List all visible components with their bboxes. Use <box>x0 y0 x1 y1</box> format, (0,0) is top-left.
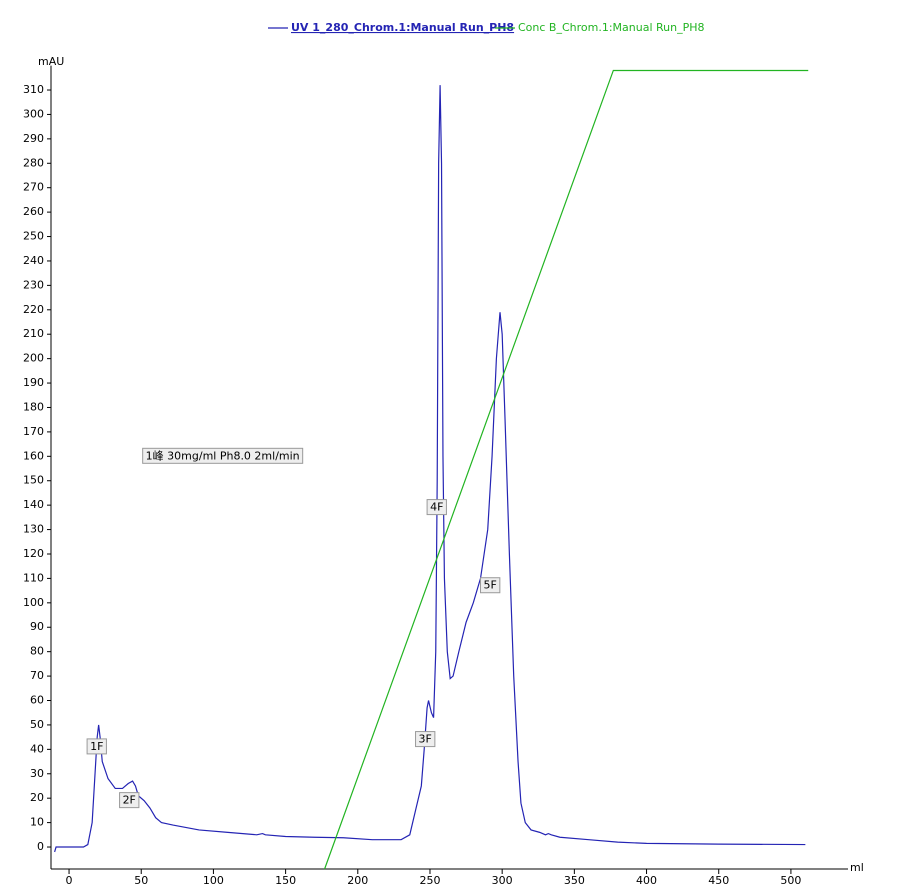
y-tick-label: 160 <box>23 449 44 462</box>
x-tick-label: 400 <box>636 874 657 887</box>
y-tick-label: 300 <box>23 107 44 120</box>
x-tick-label: 50 <box>134 874 148 887</box>
y-tick-label: 120 <box>23 547 44 560</box>
y-tick-label: 50 <box>30 718 44 731</box>
annotation-box <box>119 792 140 809</box>
y-tick-label: 260 <box>23 205 44 218</box>
x-tick-label: 300 <box>492 874 513 887</box>
x-tick-label: 200 <box>347 874 368 887</box>
annotation-text: 3F <box>419 733 432 746</box>
x-axis-label: ml <box>850 861 864 874</box>
y-tick-label: 290 <box>23 132 44 145</box>
y-axis-label: mAU <box>38 55 64 68</box>
annotation-box <box>480 577 501 594</box>
y-tick-label: 200 <box>23 352 44 365</box>
y-tick-label: 270 <box>23 181 44 194</box>
y-tick-label: 110 <box>23 571 44 584</box>
annotation-text: 2F <box>123 794 136 807</box>
series-line <box>324 69 809 870</box>
y-tick-label: 80 <box>30 645 44 658</box>
y-tick-label: 70 <box>30 669 44 682</box>
y-tick-label: 220 <box>23 303 44 316</box>
y-tick-label: 180 <box>23 400 44 413</box>
x-tick-label: 250 <box>419 874 440 887</box>
annotation: 3F <box>415 731 436 748</box>
y-tick-label: 170 <box>23 425 44 438</box>
annotation-box <box>86 738 107 755</box>
x-tick-label: 450 <box>708 874 729 887</box>
legend-label: Conc B_Chrom.1:Manual Run_PH8 <box>518 21 705 34</box>
y-tick-label: 310 <box>23 83 44 96</box>
legend-label: UV 1_280_Chrom.1:Manual Run_PH8 <box>291 21 514 34</box>
x-tick-label: 0 <box>66 874 73 887</box>
annotation-text: 1峰 30mg/ml Ph8.0 2ml/min <box>146 449 300 462</box>
annotation-text: 1F <box>90 740 103 753</box>
x-tick-label: 350 <box>564 874 585 887</box>
y-tick-label: 210 <box>23 327 44 340</box>
annotation-box <box>415 731 436 748</box>
y-tick-label: 0 <box>37 840 44 853</box>
annotation-box <box>142 447 304 464</box>
x-tick-label: 500 <box>780 874 801 887</box>
y-tick-label: 150 <box>23 474 44 487</box>
series-line <box>54 85 806 853</box>
annotation: 1峰 30mg/ml Ph8.0 2ml/min <box>142 447 304 464</box>
y-tick-label: 30 <box>30 767 44 780</box>
y-tick-label: 90 <box>30 620 44 633</box>
y-tick-label: 40 <box>30 742 44 755</box>
annotation-text: 4F <box>430 501 443 514</box>
y-tick-label: 190 <box>23 376 44 389</box>
y-tick-label: 20 <box>30 791 44 804</box>
x-tick-label: 150 <box>275 874 296 887</box>
annotation: 5F <box>480 577 501 594</box>
annotation: 4F <box>426 499 447 516</box>
y-tick-label: 60 <box>30 694 44 707</box>
y-tick-label: 240 <box>23 254 44 267</box>
annotation-text: 5F <box>484 579 497 592</box>
y-tick-label: 10 <box>30 816 44 829</box>
y-tick-label: 100 <box>23 596 44 609</box>
y-tick-label: 140 <box>23 498 44 511</box>
y-tick-label: 280 <box>23 156 44 169</box>
annotation: 1F <box>86 738 107 755</box>
annotation: 2F <box>119 792 140 809</box>
x-tick-label: 100 <box>203 874 224 887</box>
y-tick-label: 250 <box>23 230 44 243</box>
y-tick-label: 230 <box>23 278 44 291</box>
annotation-box <box>426 499 447 516</box>
y-tick-label: 130 <box>23 523 44 536</box>
